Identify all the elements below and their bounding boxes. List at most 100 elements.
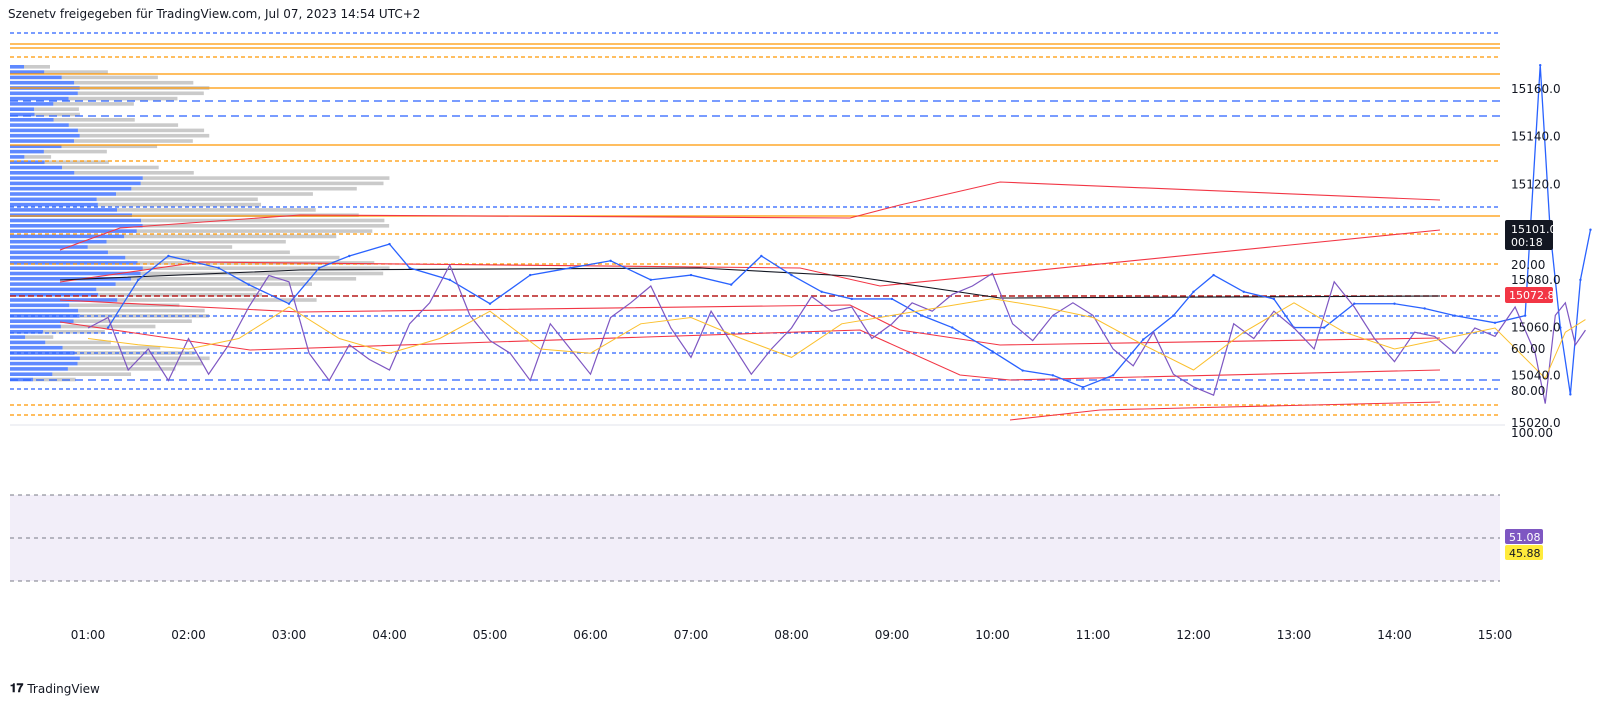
volume-profile-bar [10,102,54,106]
vol-value: 473 [569,33,591,46]
vol-key: Vol [552,33,570,46]
volume-profile-bar [136,229,373,233]
volume-profile-bar [140,181,384,186]
price-point [1081,386,1085,389]
price-point [187,259,190,262]
change-value: −3.9 (−0.03%) [460,33,544,46]
price-tick-label: 15060.0 [1511,321,1561,335]
rsi-tick-label: 100.00 [1511,426,1553,440]
volume-profile-bar [115,282,312,286]
price-tick-label: 15020.0 [1511,416,1561,430]
price-point [448,278,451,282]
price-point [569,266,572,270]
volume-profile-bar [74,351,195,355]
rsi-tick-label: 20.00 [1511,258,1545,272]
key-level-value: 15072.8 [1509,289,1555,302]
volume-profile-bar [25,335,54,339]
volume-profile-bar [10,128,78,133]
volume-profile-bar [10,139,74,143]
time-tick-label: 01:00 [71,628,106,642]
price-point [167,254,170,258]
volume-profile-bar [132,213,359,217]
volume-profile-bar [10,330,44,334]
envelope-band [59,299,1441,346]
low-value: 15100.0 [342,33,389,46]
volume-profile-bar [131,186,357,191]
volume-profile-bar [10,277,132,281]
price-point [1051,374,1055,377]
volume-profile-bar [97,202,262,207]
price-tick-label: 15040.0 [1511,368,1561,382]
volume-profile-bar [10,186,132,191]
price-point [1589,228,1592,231]
brand-name: TradingView [27,681,100,696]
volume-profile-bar [96,287,257,292]
volume-profile-bar [62,165,159,170]
volume-profile-bar [10,112,35,117]
volume-profile-bar [10,271,141,276]
price-point [247,283,250,286]
volume-profile-bar [142,176,390,180]
price-point [408,266,411,270]
volume-profile-bar [10,155,25,159]
price-point [649,278,652,282]
time-tick-label: 14:00 [1377,628,1412,642]
volume-profile-bar [137,261,375,265]
price-point [1493,321,1497,324]
rsi-ma-line [87,298,1586,380]
price-point [1111,374,1115,377]
volume-profile-bar [79,86,210,90]
price-point [730,283,733,286]
volume-profile-bar [10,176,143,180]
volume-profile-bar [10,255,126,260]
volume-profile-bar [10,239,107,244]
volume-profile-bar [140,271,384,276]
volume-profile-bar [142,224,390,228]
volume-profile-bar [45,340,111,345]
price-point [850,297,853,301]
volume-profile-bar [10,287,97,292]
rsi-value-badge [1505,529,1543,544]
price-point [1559,326,1562,329]
bar-countdown: 00:18 [1511,236,1543,249]
price-point [1192,290,1195,293]
volume-profile-bar [10,208,117,212]
volume-profile-bar [117,298,317,302]
price-point [991,350,994,353]
time-tick-label: 11:00 [1076,628,1111,642]
volume-profile-bar [77,91,204,96]
envelope-band [59,229,1441,287]
volume-profile-bar [124,234,337,239]
volume-profile-bar [44,70,108,74]
tradingview-logo-icon: 𝟏𝟕 [10,681,24,695]
volume-profile-bar [79,133,210,138]
time-tick-label: 03:00 [272,628,307,642]
price-point [1292,326,1296,329]
volume-profile-bar [73,139,193,143]
volume-profile-bar [10,149,44,154]
volume-profile-bar [131,277,357,281]
volume-profile-bar [62,345,161,350]
time-tick-label: 12:00 [1176,628,1211,642]
volume-profile-bar [10,70,45,74]
symbol-name[interactable]: US Tech 100, Daily, 1, SPREADEX [18,33,201,46]
price-tick-label: 15140.0 [1511,130,1561,144]
volume-profile-bar [43,330,105,334]
volume-profile-bar [10,340,46,345]
time-tick-label: 10:00 [975,628,1010,642]
price-point [1523,314,1527,317]
current-price-badge [1505,220,1553,250]
volume-profile-bar [43,149,107,154]
volume-profile-bar [52,372,132,376]
envelope-band [59,181,1441,251]
time-tick-label: 13:00 [1277,628,1312,642]
volume-profile-bar [10,367,68,371]
volume-profile-bar [10,197,97,202]
volume-profile-bar [34,112,80,117]
volume-profile-bar [53,102,134,106]
price-point [951,326,954,329]
volume-profile-bar [106,239,286,244]
volume-profile-bar [10,266,143,270]
volume-profile-bar [87,245,233,249]
